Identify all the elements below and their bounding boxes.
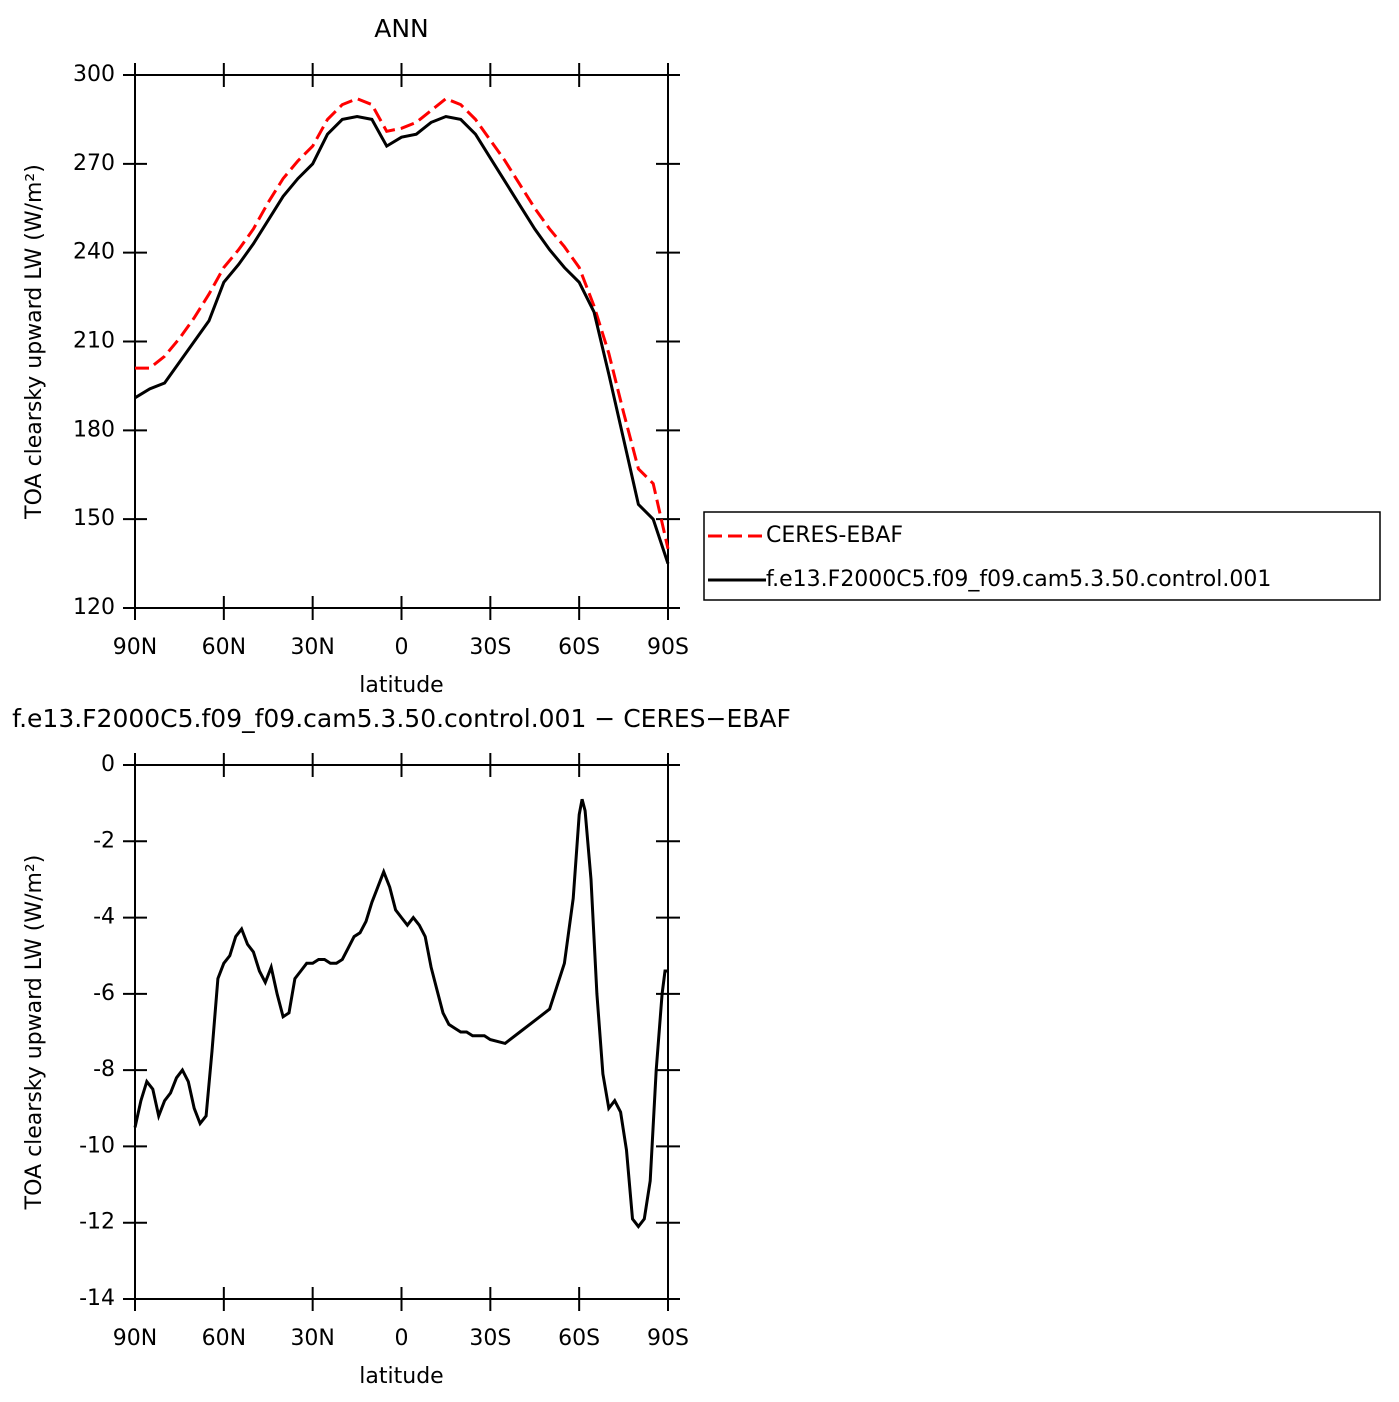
y-axis-label: TOA clearsky upward LW (W/m²) (22, 855, 47, 1211)
y-tick-label: -10 (79, 1133, 115, 1158)
x-tick-label: 90S (647, 1326, 689, 1351)
y-tick-label: 150 (73, 506, 115, 531)
legend-box (703, 511, 1381, 601)
y-tick-label: 120 (73, 595, 115, 620)
x-axis-label: latitude (359, 673, 443, 698)
x-tick-label: 60S (558, 1326, 600, 1351)
x-tick-label: 30N (290, 1326, 334, 1351)
y-tick-label: 0 (101, 752, 115, 777)
data-line (133, 798, 668, 1229)
x-tick-label: 30N (290, 635, 334, 660)
x-axis-label: latitude (359, 1364, 443, 1389)
y-tick-label: -6 (93, 981, 115, 1006)
plot-frame (134, 764, 669, 1300)
x-tick-label: 30S (469, 1326, 511, 1351)
y-tick-label: -12 (79, 1210, 115, 1235)
x-tick-label: 60N (202, 1326, 246, 1351)
y-tick-label: -2 (93, 828, 115, 853)
y-tick-label: -8 (93, 1057, 115, 1082)
y-tick-label: 180 (73, 417, 115, 442)
x-tick-label: 60S (558, 635, 600, 660)
legend-label: f.e13.F2000C5.f09_f09.cam5.3.50.control.… (766, 567, 1271, 592)
x-tick-label: 60N (202, 635, 246, 660)
chart-title: ANN (374, 14, 429, 43)
chart-title: f.e13.F2000C5.f09_f09.cam5.3.50.control.… (12, 704, 791, 733)
y-tick-label: 240 (73, 240, 115, 265)
legend-label: CERES-EBAF (766, 523, 903, 548)
y-tick-label: 210 (73, 329, 115, 354)
data-line (135, 96, 670, 550)
x-tick-label: 90S (647, 635, 689, 660)
plot-frame (134, 74, 669, 609)
x-tick-label: 0 (395, 1326, 409, 1351)
data-line (134, 114, 670, 565)
x-tick-label: 0 (395, 635, 409, 660)
y-tick-label: -14 (79, 1286, 115, 1311)
x-tick-label: 90N (113, 1326, 157, 1351)
y-tick-label: -4 (93, 905, 115, 930)
x-tick-label: 90N (113, 635, 157, 660)
y-tick-label: 300 (73, 62, 115, 87)
x-tick-label: 30S (469, 635, 511, 660)
y-axis-label: TOA clearsky upward LW (W/m²) (22, 164, 47, 520)
y-tick-label: 270 (73, 151, 115, 176)
